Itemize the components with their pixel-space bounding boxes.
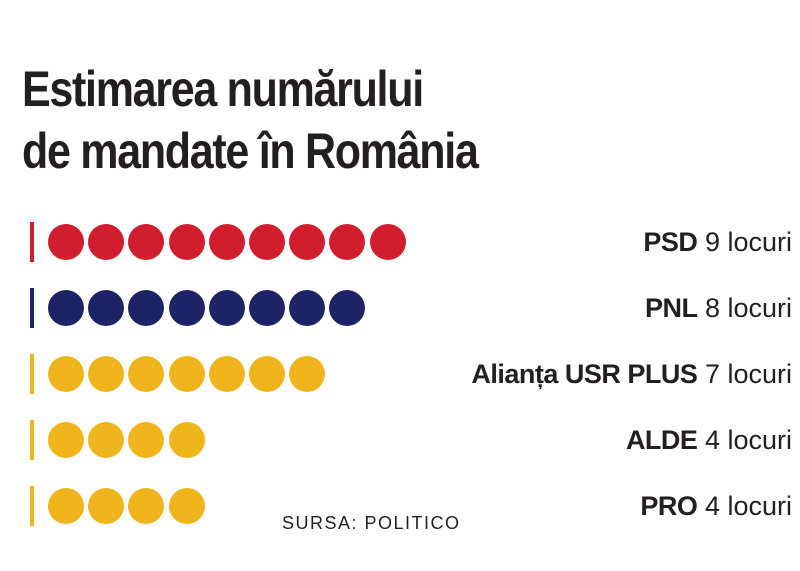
seat-dot <box>48 224 84 260</box>
seat-dot <box>128 290 165 326</box>
party-label: Alianța USR PLUS 7 locuri <box>471 356 792 392</box>
party-color-bar <box>30 354 34 394</box>
seat-dot <box>128 488 165 524</box>
seat-dot <box>88 290 125 326</box>
seat-dot <box>128 356 165 392</box>
seat-dot <box>369 224 406 260</box>
seat-dot <box>289 290 326 326</box>
party-name: PSD <box>643 227 698 257</box>
party-color-bar <box>30 486 34 526</box>
seat-dot <box>168 356 205 392</box>
party-label: PNL 8 locuri <box>645 290 792 326</box>
seat-dot <box>168 422 205 458</box>
seat-count: 4 locuri <box>704 491 792 521</box>
seat-dot <box>48 290 84 326</box>
party-row: PSD 9 locuri <box>0 218 800 278</box>
seat-dot <box>289 224 326 260</box>
seat-dot <box>208 290 245 326</box>
seat-count: 7 locuri <box>704 359 792 389</box>
seat-count: 4 locuri <box>704 425 792 455</box>
party-color-bar <box>30 420 34 460</box>
title-line-2: de mandate în România <box>22 123 479 179</box>
source-note: SURSA: POLITICO <box>282 513 461 533</box>
party-name: PNL <box>644 293 698 323</box>
party-row: PNL 8 locuri <box>0 284 800 344</box>
seat-count: 9 locuri <box>704 227 792 257</box>
party-color-bar <box>30 222 34 262</box>
party-label: PRO 4 locuri <box>640 488 792 524</box>
party-row: PRO 4 locuri <box>0 482 800 542</box>
seat-dot <box>168 488 205 524</box>
seat-dot <box>48 422 84 458</box>
party-label: ALDE 4 locuri <box>626 422 792 458</box>
seat-dot <box>249 290 285 326</box>
chart-title: Estimarea numărului de mandate în Români… <box>22 58 479 182</box>
party-name: PRO <box>640 491 698 521</box>
seat-dot <box>168 290 205 326</box>
party-name: ALDE <box>625 425 698 455</box>
party-row: Alianța USR PLUS 7 locuri <box>0 350 800 410</box>
seat-dot <box>88 422 125 458</box>
seat-dot <box>128 422 165 458</box>
seat-dot <box>329 224 366 260</box>
seat-dot <box>289 356 326 392</box>
seat-dot <box>88 356 125 392</box>
seat-dot <box>249 356 285 392</box>
seat-dot <box>88 488 125 524</box>
seat-dot <box>249 224 285 260</box>
party-row: ALDE 4 locuri <box>0 416 800 476</box>
seat-dot <box>88 224 125 260</box>
seat-dot <box>329 290 366 326</box>
party-name: Alianța USR PLUS <box>471 359 698 389</box>
seat-dot <box>208 224 245 260</box>
seat-dot <box>208 356 245 392</box>
seat-dot <box>48 356 84 392</box>
title-line-1: Estimarea numărului <box>22 61 424 117</box>
party-label: PSD 9 locuri <box>643 224 792 260</box>
party-color-bar <box>30 288 34 328</box>
seat-dot <box>128 224 165 260</box>
seat-dot <box>48 488 84 524</box>
seat-dot <box>168 224 205 260</box>
seat-count: 8 locuri <box>704 293 792 323</box>
